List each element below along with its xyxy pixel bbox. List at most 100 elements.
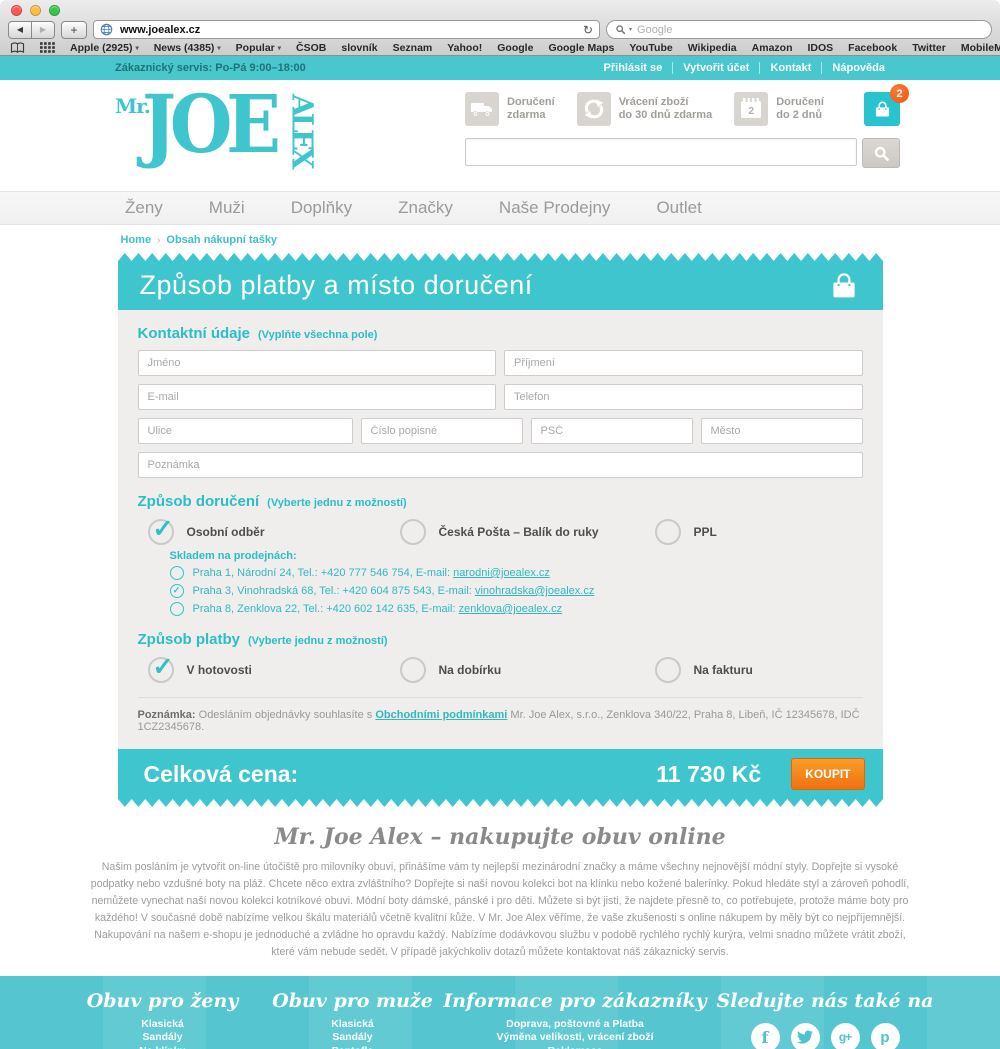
option-label: Osobní odběr [186, 525, 265, 539]
top-sites-grid-icon[interactable] [40, 42, 55, 53]
store-email-link[interactable]: narodni@joealex.cz [453, 567, 550, 579]
payment-option-cod[interactable]: Na dobírku [399, 657, 655, 683]
footer-link[interactable]: Sandály [142, 1031, 183, 1044]
bookmark-item[interactable]: News (4385) ▾ [153, 41, 221, 54]
bookmark-item[interactable]: Wikipedia [687, 41, 737, 54]
store-email-link[interactable]: zenklova@joealex.cz [458, 603, 563, 615]
terms-link[interactable]: Obchodními podmínkami [375, 709, 508, 721]
site-search-button[interactable] [862, 138, 900, 168]
delivery-option-personal-pickup[interactable]: Osobní odběr [147, 514, 400, 545]
city-field[interactable] [700, 418, 863, 444]
radio-unchecked-icon[interactable] [399, 519, 426, 545]
radio-unchecked-icon[interactable] [654, 519, 681, 545]
note-field[interactable] [137, 452, 863, 478]
footer-link[interactable]: Reklamace [440, 1045, 710, 1049]
footer-link[interactable]: Sandály [332, 1031, 373, 1044]
logo[interactable]: Mr. JOE ALEX [115, 84, 320, 174]
browser-search-field[interactable]: ▾ [606, 20, 992, 39]
truck-icon [465, 92, 499, 126]
radio-unchecked-icon[interactable] [399, 657, 426, 683]
site-search-input[interactable] [465, 138, 857, 166]
radio-checked-icon[interactable] [147, 514, 174, 545]
nav-item[interactable]: Muži [208, 198, 245, 217]
bookmark-item[interactable]: IDOS [807, 41, 834, 54]
nav-item[interactable]: Naše Prodejny [498, 198, 611, 217]
delivery-option-ceska-posta[interactable]: Česká Pošta – Balík do ruky [399, 519, 655, 545]
footer-link[interactable]: Výměna velikosti, vrácení zboží [496, 1031, 654, 1044]
breadcrumb-home[interactable]: Home [120, 234, 152, 246]
url-input[interactable] [118, 22, 578, 37]
store-radio-icon[interactable]: ✓ [169, 584, 184, 598]
bookmark-item[interactable]: Facebook [848, 41, 898, 54]
minimize-window-button[interactable] [30, 5, 41, 16]
email-field[interactable] [137, 384, 496, 410]
radio-unchecked-icon[interactable] [654, 657, 681, 683]
bookmark-item[interactable]: Google [497, 41, 534, 54]
footer-link[interactable]: Na klínku [60, 1045, 265, 1049]
buy-button[interactable]: KOUPIT [791, 758, 865, 790]
logo-alex-text: ALEX [285, 94, 320, 166]
nav-item[interactable]: Ženy [125, 198, 163, 217]
house-number-field[interactable] [360, 418, 523, 444]
browser-search-input[interactable] [635, 22, 983, 37]
bookmark-item[interactable]: Google Maps [548, 41, 615, 54]
browser-back-button[interactable]: ◀ [8, 20, 32, 39]
street-field[interactable] [137, 418, 353, 444]
search-dropdown-arrow[interactable]: ▾ [629, 27, 633, 33]
nav-item[interactable]: Doplňky [290, 198, 353, 217]
nav-item[interactable]: Značky [398, 198, 453, 217]
bookmark-item[interactable]: Popular ▾ [235, 41, 282, 54]
store-email-link[interactable]: vinohradska@joealex.cz [474, 585, 595, 597]
utility-link[interactable]: Nápověda [821, 62, 885, 74]
bookmark-item[interactable]: Twitter [912, 41, 946, 54]
browser-chrome: ◀ ▶ + ↻ ▾ [0, 0, 1000, 56]
googleplus-icon[interactable]: g+ [830, 1022, 860, 1049]
store-option[interactable]: Praha 8, Zenklova 22, Tel.: +420 602 142… [169, 602, 863, 616]
bookmark-item[interactable]: ČSOB [296, 41, 327, 54]
store-radio-icon[interactable] [169, 602, 184, 616]
option-label: Česká Pošta – Balík do ruky [438, 525, 599, 539]
payment-option-invoice[interactable]: Na fakturu [654, 657, 753, 683]
close-window-button[interactable] [11, 5, 22, 16]
delivery-option-ppl[interactable]: PPL [654, 519, 717, 545]
store-option[interactable]: Praha 1, Národní 24, Tel.: +420 777 546 … [169, 566, 863, 580]
window-titlebar[interactable] [0, 0, 1000, 19]
store-option[interactable]: ✓ Praha 3, Vinohradská 68, Tel.: +420 60… [169, 584, 863, 598]
facebook-icon[interactable]: f [750, 1022, 780, 1049]
nav-item[interactable]: Outlet [656, 198, 702, 217]
bookmark-item[interactable]: Amazon [751, 41, 793, 54]
pinterest-icon[interactable]: p [870, 1022, 900, 1049]
zip-field[interactable] [530, 418, 693, 444]
utility-link[interactable]: Přihlásit se [603, 62, 663, 74]
footer-link[interactable]: Klasická [331, 1017, 374, 1030]
cart-button[interactable]: 2 [864, 84, 909, 126]
address-bar[interactable]: ↻ [93, 20, 600, 39]
footer-column-women: Obuv pro ženy KlasickáSandályNa klínkuBa… [60, 990, 265, 1049]
footer-link[interactable]: Klasická [141, 1017, 184, 1030]
bookmark-item[interactable]: Seznam [392, 41, 433, 54]
radio-checked-icon[interactable] [147, 652, 174, 683]
zoom-window-button[interactable] [49, 5, 60, 16]
payment-option-cash[interactable]: V hotovosti [147, 652, 400, 683]
store-radio-icon[interactable] [169, 566, 184, 580]
note-text: Odesláním objednávky souhlasíte s [195, 709, 376, 721]
browser-forward-button[interactable]: ▶ [32, 20, 55, 39]
utility-link[interactable]: Vytvořit účet [672, 62, 759, 74]
bookmark-item[interactable]: Yahoo! [447, 41, 483, 54]
bookmark-item[interactable]: Apple (2925) ▾ [70, 41, 139, 54]
first-name-field[interactable] [137, 350, 496, 376]
footer-link[interactable]: Pantofle [265, 1045, 440, 1049]
reload-icon[interactable]: ↻ [582, 22, 593, 37]
phone-field[interactable] [504, 384, 863, 410]
utility-link[interactable]: Kontakt [759, 62, 821, 74]
bookmark-item[interactable]: YouTube [629, 41, 673, 54]
footer-link[interactable]: Doprava, poštovné a Platba [506, 1017, 644, 1030]
twitter-icon[interactable] [790, 1022, 820, 1049]
bookmarks-book-icon[interactable] [10, 41, 25, 54]
bookmark-item[interactable]: MobileMe [960, 41, 1000, 54]
bookmark-item[interactable]: slovník [341, 41, 378, 54]
last-name-field[interactable] [504, 350, 863, 376]
new-tab-button[interactable]: + [61, 20, 87, 39]
breadcrumb-separator: › [157, 234, 161, 246]
